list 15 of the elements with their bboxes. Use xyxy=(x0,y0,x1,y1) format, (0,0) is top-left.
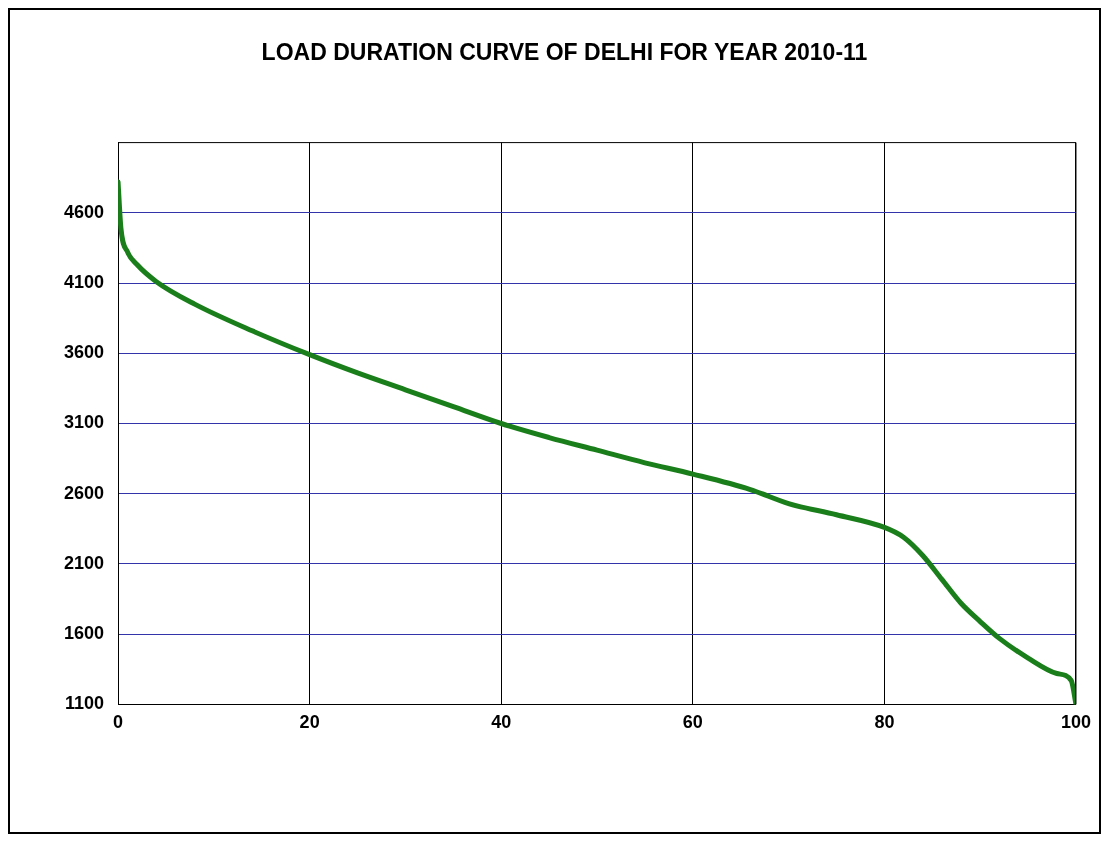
y-tick-label: 1100 xyxy=(64,693,105,714)
x-tick-label: 40 xyxy=(491,712,512,733)
x-tick-label: 80 xyxy=(874,712,895,733)
y-tick-label: 3100 xyxy=(64,412,105,433)
y-tick-label: 3600 xyxy=(64,342,105,363)
x-tick-label: 20 xyxy=(299,712,320,733)
chart-title: LOAD DURATION CURVE OF DELHI FOR YEAR 2010-11 xyxy=(261,39,868,66)
y-tick-label: 1600 xyxy=(64,623,105,644)
x-tick-label: 60 xyxy=(682,712,703,733)
x-tick-label: 100 xyxy=(1060,712,1092,733)
x-tick-label: 0 xyxy=(113,712,124,733)
y-tick-label: 2100 xyxy=(64,552,105,573)
y-tick-label: 4600 xyxy=(64,201,105,222)
y-tick-label: 2600 xyxy=(64,482,105,503)
y-tick-label: 4100 xyxy=(64,272,105,293)
